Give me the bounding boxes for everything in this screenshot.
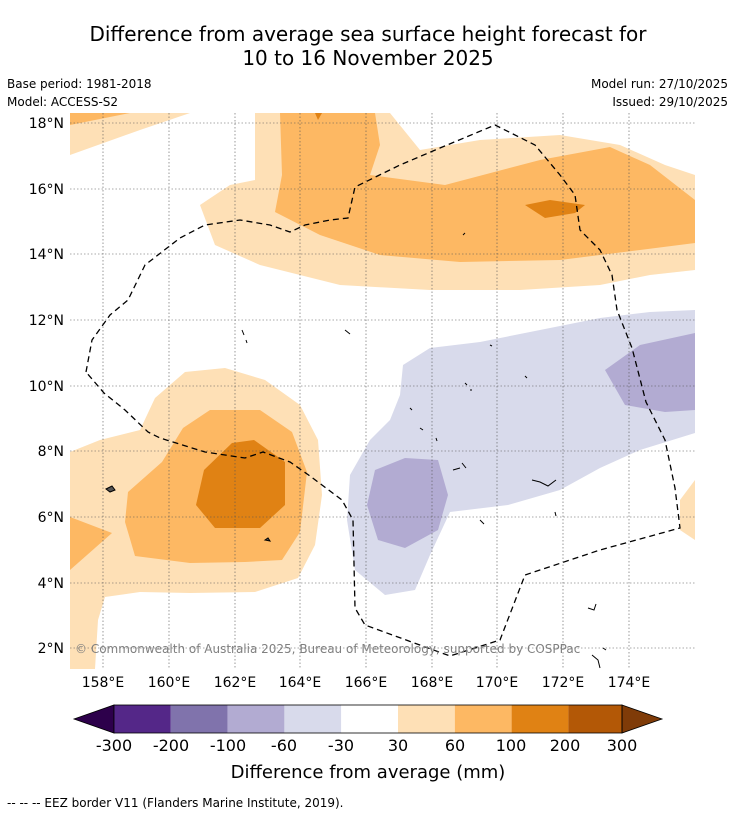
x-tick-label: 166°E — [345, 675, 388, 691]
colorbar-tick: -60 — [271, 736, 297, 755]
colorbar-swatch — [454, 705, 512, 733]
title-line-2: 10 to 16 November 2025 — [242, 46, 494, 70]
colorbar-tick: -30 — [328, 736, 354, 755]
map-fields — [70, 113, 695, 669]
colorbar-tick: 100 — [496, 736, 527, 755]
colorbar-arrow-high — [621, 704, 664, 734]
x-tick-label: 164°E — [279, 675, 322, 691]
colorbar-swatch — [114, 705, 171, 733]
y-tick-label: 10°N — [29, 379, 64, 395]
y-tick-label: 12°N — [29, 313, 64, 329]
x-tick-label: 168°E — [411, 675, 454, 691]
north-anomaly-speck — [315, 113, 322, 120]
meta-left: Base period: 1981-2018 Model: ACCESS-S2 — [7, 75, 152, 111]
colorbar-swatch — [568, 705, 622, 733]
se-edge-light — [680, 480, 695, 540]
colorbar-tick: 300 — [607, 736, 638, 755]
north-anomaly-core — [525, 200, 585, 218]
colorbar: -300 -200 -100 -60 -30 30 60 100 200 300… — [72, 704, 664, 783]
model-run: Model run: 27/10/2025 — [590, 77, 728, 91]
colorbar-tick: 200 — [550, 736, 581, 755]
colorbar-swatch — [511, 705, 569, 733]
y-tick-label: 2°N — [38, 641, 64, 657]
x-tick-label: 170°E — [476, 675, 519, 691]
x-tick-label: 160°E — [148, 675, 191, 691]
colorbar-arrow-low — [72, 704, 115, 734]
nw-corner-mid — [70, 113, 130, 125]
x-tick-label: 162°E — [214, 675, 257, 691]
sw-anomaly-core — [196, 440, 285, 528]
east-anomaly-mid-2 — [367, 458, 448, 548]
colorbar-outline — [113, 704, 623, 734]
sw-anomaly-edge — [70, 517, 112, 570]
colorbar-swatch — [398, 705, 455, 733]
x-tick-label: 158°E — [82, 675, 125, 691]
colorbar-tick: -100 — [210, 736, 246, 755]
meta-right: Model run: 27/10/2025 Issued: 29/10/2025 — [591, 75, 728, 111]
issued-date: Issued: 29/10/2025 — [612, 95, 728, 109]
y-axis-labels: 18°N 16°N 14°N 12°N 10°N 8°N 6°N 4°N 2°N — [29, 116, 64, 657]
north-anomaly-mid — [275, 113, 695, 262]
y-tick-label: 14°N — [29, 247, 64, 263]
y-tick-label: 8°N — [38, 444, 64, 460]
x-tick-label: 174°E — [608, 675, 651, 691]
colorbar-swatches — [114, 705, 622, 733]
colorbar-tick: -300 — [96, 736, 132, 755]
colorbar-tick: -200 — [153, 736, 189, 755]
colorbar-swatch — [227, 705, 285, 733]
y-tick-label: 18°N — [29, 116, 64, 132]
y-tick-label: 6°N — [38, 510, 64, 526]
map-title: Difference from average sea surface heig… — [0, 22, 736, 70]
colorbar-swatch — [341, 705, 398, 733]
model-name: Model: ACCESS-S2 — [7, 95, 119, 109]
colorbar-label: Difference from average (mm) — [231, 762, 506, 783]
islands — [105, 232, 607, 669]
y-tick-label: 16°N — [29, 182, 64, 198]
east-anomaly-mid — [605, 333, 695, 412]
title-line-1: Difference from average sea surface heig… — [89, 22, 647, 46]
colorbar-swatch — [170, 705, 228, 733]
eez-footnote: -- -- -- EEZ border V11 (Flanders Marine… — [7, 796, 344, 810]
x-axis-labels: 158°E 160°E 162°E 164°E 166°E 168°E 170°… — [82, 675, 651, 691]
colorbar-swatch — [284, 705, 342, 733]
copyright-notice: © Commonwealth of Australia 2025, Bureau… — [75, 642, 580, 656]
colorbar-tick: 30 — [388, 736, 408, 755]
colorbar-tick: 60 — [445, 736, 465, 755]
x-tick-label: 172°E — [542, 675, 585, 691]
nw-corner-light — [70, 113, 190, 155]
base-period: Base period: 1981-2018 — [7, 77, 152, 91]
colorbar-tick-labels: -300 -200 -100 -60 -30 30 60 100 200 300 — [96, 736, 637, 755]
y-tick-label: 4°N — [38, 576, 64, 592]
